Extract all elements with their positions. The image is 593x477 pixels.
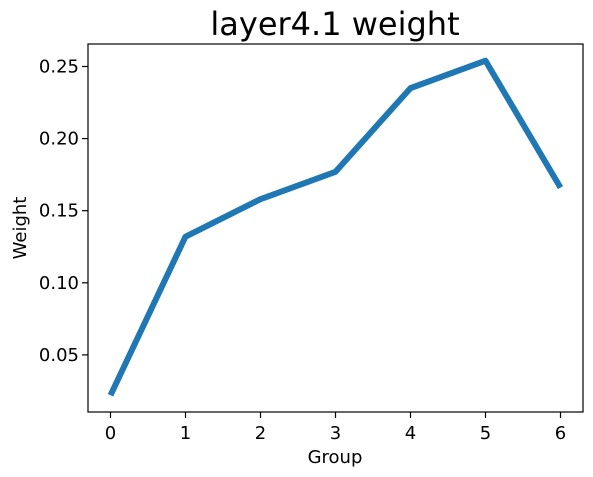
x-axis: 0 1 2 3 4 5 6 (105, 412, 566, 444)
plot-area (87, 43, 584, 413)
y-tick-label: 0.10 (39, 273, 79, 294)
x-tick-label: 6 (555, 423, 566, 444)
x-tick-label: 1 (180, 423, 191, 444)
x-tick-label: 0 (105, 423, 116, 444)
y-axis-label: Weight (10, 197, 31, 260)
x-axis-label: Group (308, 447, 363, 468)
x-tick-label: 3 (330, 423, 341, 444)
y-tick-label: 0.20 (39, 129, 79, 150)
x-tick-label: 5 (480, 423, 491, 444)
y-tick-label: 0.05 (39, 345, 79, 366)
y-tick-label: 0.15 (39, 201, 79, 222)
series-group (107, 57, 564, 397)
x-tick-label: 4 (405, 423, 416, 444)
y-axis: 0.05 0.10 0.15 0.20 0.25 (39, 56, 88, 366)
x-tick-label: 2 (255, 423, 266, 444)
y-tick-label: 0.25 (39, 56, 79, 77)
series-line (107, 57, 564, 397)
chart-title: layer4.1 weight (210, 5, 459, 43)
